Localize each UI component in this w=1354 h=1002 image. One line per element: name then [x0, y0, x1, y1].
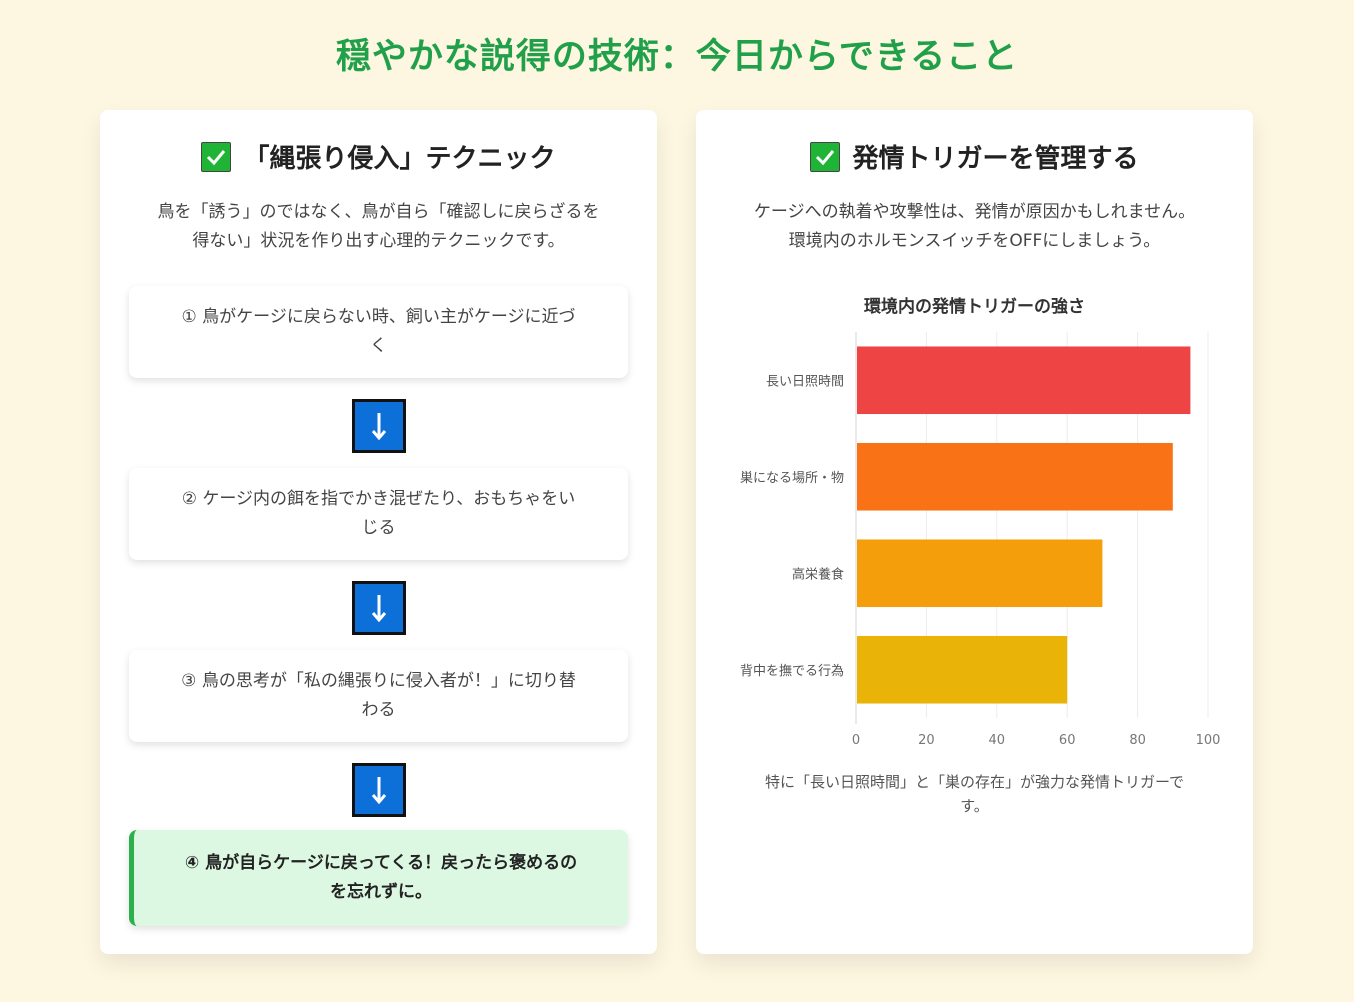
chart-note: 特に「長い日照時間」と「巣の存在」が強力な発情トリガーで す。: [726, 770, 1223, 818]
step-text: く: [370, 336, 387, 356]
bar: [857, 442, 1173, 511]
bar: [857, 346, 1191, 415]
down-arrow-icon: [352, 581, 406, 635]
category-label: 背中を撫でる行為: [740, 663, 844, 679]
chart-title: 環境内の発情トリガーの強さ: [864, 297, 1085, 317]
territory-technique-heading: 「縄張り侵入」テクニック: [100, 138, 657, 175]
trigger-management-card: 発情トリガーを管理する ケージへの執着や攻撃性は、発情が原因かもしれません。 環…: [696, 110, 1253, 954]
step-text: じる: [361, 518, 396, 538]
step-3: ③ 鳥の思考が「私の縄張りに侵入者が！」に切り替 わる: [129, 650, 628, 742]
territory-technique-description: 鳥を「誘う」のではなく、鳥が自ら「確認しに戻らざるを 得ない」状況を作り出す心理…: [120, 198, 637, 256]
step-text: ③ 鳥の思考が「私の縄張りに侵入者が！」に切り替: [181, 671, 576, 691]
x-tick-label: 60: [1059, 733, 1076, 748]
territory-technique-title: 「縄張り侵入」テクニック: [243, 144, 556, 174]
x-tick-label: 100: [1196, 733, 1221, 748]
bar: [857, 539, 1103, 608]
category-label: 高栄養食: [792, 566, 844, 582]
step-text: ② ケージ内の餌を指でかき混ぜたり、おもちゃをい: [181, 489, 576, 509]
trigger-management-description: ケージへの執着や攻撃性は、発情が原因かもしれません。 環境内のホルモンスイッチを…: [716, 198, 1233, 256]
x-tick-label: 40: [989, 733, 1006, 748]
x-tick-label: 80: [1129, 733, 1146, 748]
step-text: ④ 鳥が自らケージに戻ってくる！戻ったら褒めるの: [184, 853, 578, 873]
x-tick-label: 0: [852, 733, 860, 748]
check-mark-icon: [810, 141, 841, 172]
check-mark-icon: [201, 141, 232, 172]
description-line: 鳥を「誘う」のではなく、鳥が自ら「確認しに戻らざるを: [157, 202, 600, 222]
trigger-management-heading: 発情トリガーを管理する: [696, 138, 1253, 175]
down-arrow-icon: [352, 763, 406, 817]
step-4-final: ④ 鳥が自らケージに戻ってくる！戻ったら褒めるの を忘れずに。: [129, 830, 628, 926]
step-2: ② ケージ内の餌を指でかき混ぜたり、おもちゃをい じる: [129, 468, 628, 560]
page-title: 穏やかな説得の技術：今日からできること: [335, 37, 1019, 77]
description-line: ケージへの執着や攻撃性は、発情が原因かもしれません。: [753, 202, 1196, 222]
note-line: 特に「長い日照時間」と「巣の存在」が強力な発情トリガーで: [764, 773, 1185, 791]
step-text: を忘れずに。: [330, 882, 432, 902]
trigger-management-title: 発情トリガーを管理する: [852, 144, 1139, 174]
description-line: 得ない」状況を作り出す心理的テクニックです。: [192, 231, 565, 251]
x-tick-label: 20: [918, 733, 935, 748]
step-text: ① 鳥がケージに戻らない時、飼い主がケージに近づ: [181, 307, 576, 327]
description-line: 環境内のホルモンスイッチをOFFにしましょう。: [788, 231, 1161, 251]
down-arrow-icon: [352, 399, 406, 453]
bar: [857, 635, 1068, 704]
category-label: 巣になる場所・物: [740, 471, 844, 486]
step-1: ① 鳥がケージに戻らない時、飼い主がケージに近づく: [129, 286, 628, 378]
step-text: わる: [361, 700, 396, 720]
note-line: す。: [960, 797, 989, 815]
territory-technique-card: 「縄張り侵入」テクニック 鳥を「誘う」のではなく、鳥が自ら「確認しに戻らざるを …: [100, 110, 657, 954]
category-label: 長い日照時間: [766, 374, 844, 389]
